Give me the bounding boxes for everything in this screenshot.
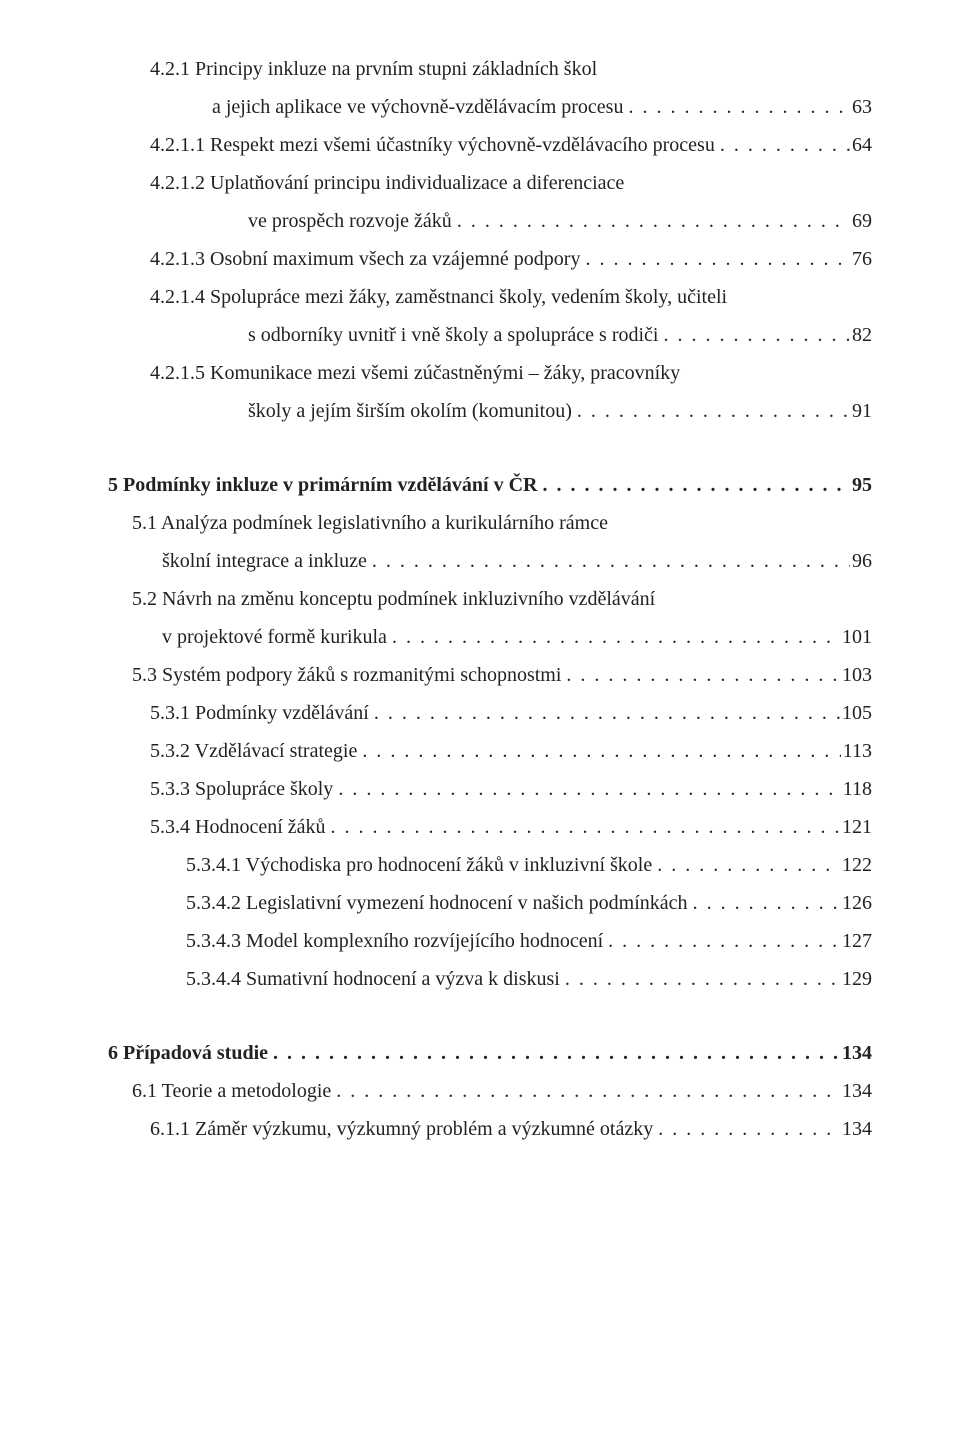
toc-text-line: 4.2.1.2 Uplatňování principu individuali…: [108, 164, 872, 202]
toc-entry: 5.3 Systém podpory žáků s rozmanitými sc…: [108, 656, 872, 694]
toc-label: 5.2 Návrh na změnu konceptu podmínek ink…: [132, 580, 655, 618]
toc-page-number: 103: [840, 656, 872, 694]
toc-label: školy a jejím širším okolím (komunitou): [248, 392, 572, 430]
toc-page-number: 101: [840, 618, 872, 656]
toc-label: 5.3.3 Spolupráce školy: [150, 770, 333, 808]
toc-page-number: 95: [850, 466, 872, 504]
toc-leader: [372, 542, 850, 580]
toc-page-number: 113: [841, 732, 872, 770]
toc-entry: 5.3.4.3 Model komplexního rozvíjejícího …: [108, 922, 872, 960]
toc-entry: 5.3.2 Vzdělávací strategie 113: [108, 732, 872, 770]
toc-leader: [338, 770, 840, 808]
toc-page-number: 118: [841, 770, 872, 808]
toc-entry: 4.2.1.3 Osobní maximum všech za vzájemné…: [108, 240, 872, 278]
toc-label: 5 Podmínky inkluze v primárním vzděláván…: [108, 466, 537, 504]
toc-page-number: 63: [850, 88, 872, 126]
toc-text-line: 5.1 Analýza podmínek legislativního a ku…: [108, 504, 872, 542]
toc-entry: 5.3.4 Hodnocení žáků 121: [108, 808, 872, 846]
toc-text-line: 4.2.1.4 Spolupráce mezi žáky, zaměstnanc…: [108, 278, 872, 316]
toc-page-number: 69: [850, 202, 872, 240]
toc-text-line: 4.2.1.5 Komunikace mezi všemi zúčastněný…: [108, 354, 872, 392]
toc-label: 5.3.1 Podmínky vzdělávání: [150, 694, 369, 732]
toc-text-line: 4.2.1 Principy inkluze na prvním stupni …: [108, 50, 872, 88]
toc-page-number: 127: [840, 922, 872, 960]
toc-label: 4.2.1.3 Osobní maximum všech za vzájemné…: [150, 240, 580, 278]
toc-leader: [657, 846, 840, 884]
toc-entry: školy a jejím širším okolím (komunitou) …: [108, 392, 872, 430]
toc-label: 5.3.4.2 Legislativní vymezení hodnocení …: [186, 884, 688, 922]
toc-leader: [566, 656, 840, 694]
toc-page-number: 134: [840, 1034, 872, 1072]
toc-page-number: 91: [850, 392, 872, 430]
toc-label: 6 Případová studie: [108, 1034, 268, 1072]
toc-entry: 6.1.1 Záměr výzkumu, výzkumný problém a …: [108, 1110, 872, 1148]
toc-leader: [331, 808, 840, 846]
toc-entry: ve prospěch rozvoje žáků 69: [108, 202, 872, 240]
toc-label: 5.3.4.1 Východiska pro hodnocení žáků v …: [186, 846, 652, 884]
toc-entry: 6.1 Teorie a metodologie 134: [108, 1072, 872, 1110]
toc-label: 6.1 Teorie a metodologie: [132, 1072, 331, 1110]
toc-label: 4.2.1.5 Komunikace mezi všemi zúčastněný…: [150, 354, 680, 392]
toc-entry: 5.3.4.1 Východiska pro hodnocení žáků v …: [108, 846, 872, 884]
toc-entry: 5.3.3 Spolupráce školy 118: [108, 770, 872, 808]
toc-page-number: 134: [840, 1110, 872, 1148]
toc-label: školní integrace a inkluze: [162, 542, 367, 580]
toc-leader: [658, 1110, 840, 1148]
toc-entry: školní integrace a inkluze 96: [108, 542, 872, 580]
toc-entry: 5.3.4.2 Legislativní vymezení hodnocení …: [108, 884, 872, 922]
toc-leader: [273, 1034, 840, 1072]
toc-page-number: 121: [840, 808, 872, 846]
toc-label: s odborníky uvnitř i vně školy a spolupr…: [248, 316, 659, 354]
toc-entry: s odborníky uvnitř i vně školy a spolupr…: [108, 316, 872, 354]
section-gap: [108, 998, 872, 1034]
toc-label: 5.3 Systém podpory žáků s rozmanitými sc…: [132, 656, 561, 694]
section-gap: [108, 430, 872, 466]
toc-label: 4.2.1.2 Uplatňování principu individuali…: [150, 164, 624, 202]
toc-leader: [608, 922, 840, 960]
toc-label: 5.3.2 Vzdělávací strategie: [150, 732, 357, 770]
toc-page-number: 129: [840, 960, 872, 998]
toc-page-number: 96: [850, 542, 872, 580]
toc-page-number: 126: [840, 884, 872, 922]
toc-leader: [542, 466, 850, 504]
toc-label: 5.1 Analýza podmínek legislativního a ku…: [132, 504, 608, 542]
toc-label: v projektové formě kurikula: [162, 618, 387, 656]
table-of-contents: 4.2.1 Principy inkluze na prvním stupni …: [108, 50, 872, 1148]
toc-label: 4.2.1.4 Spolupráce mezi žáky, zaměstnanc…: [150, 278, 727, 316]
toc-page-number: 82: [850, 316, 872, 354]
toc-label: a jejich aplikace ve výchovně-vzdělávací…: [212, 88, 623, 126]
toc-entry: 5.3.4.4 Sumativní hodnocení a výzva k di…: [108, 960, 872, 998]
toc-entry: 6 Případová studie 134: [108, 1034, 872, 1072]
toc-label: 4.2.1 Principy inkluze na prvním stupni …: [150, 50, 597, 88]
toc-label: 5.3.4.3 Model komplexního rozvíjejícího …: [186, 922, 603, 960]
toc-page-number: 105: [840, 694, 872, 732]
toc-entry: 4.2.1.1 Respekt mezi všemi účastníky výc…: [108, 126, 872, 164]
toc-leader: [565, 960, 840, 998]
toc-text-line: 5.2 Návrh na změnu konceptu podmínek ink…: [108, 580, 872, 618]
toc-page-number: 64: [850, 126, 872, 164]
toc-page-number: 134: [840, 1072, 872, 1110]
toc-leader: [720, 126, 850, 164]
toc-leader: [577, 392, 850, 430]
toc-leader: [362, 732, 840, 770]
toc-leader: [628, 88, 850, 126]
toc-entry: 5.3.1 Podmínky vzdělávání 105: [108, 694, 872, 732]
toc-leader: [585, 240, 850, 278]
toc-label: 5.3.4 Hodnocení žáků: [150, 808, 326, 846]
toc-page-number: 122: [840, 846, 872, 884]
toc-page-number: 76: [850, 240, 872, 278]
toc-leader: [392, 618, 840, 656]
toc-label: 6.1.1 Záměr výzkumu, výzkumný problém a …: [150, 1110, 653, 1148]
toc-leader: [457, 202, 850, 240]
toc-label: 5.3.4.4 Sumativní hodnocení a výzva k di…: [186, 960, 560, 998]
toc-leader: [664, 316, 851, 354]
toc-leader: [693, 884, 840, 922]
toc-leader: [336, 1072, 840, 1110]
toc-label: 4.2.1.1 Respekt mezi všemi účastníky výc…: [150, 126, 715, 164]
toc-label: ve prospěch rozvoje žáků: [248, 202, 452, 240]
toc-entry: v projektové formě kurikula 101: [108, 618, 872, 656]
toc-entry: 5 Podmínky inkluze v primárním vzděláván…: [108, 466, 872, 504]
toc-leader: [374, 694, 840, 732]
toc-entry: a jejich aplikace ve výchovně-vzdělávací…: [108, 88, 872, 126]
